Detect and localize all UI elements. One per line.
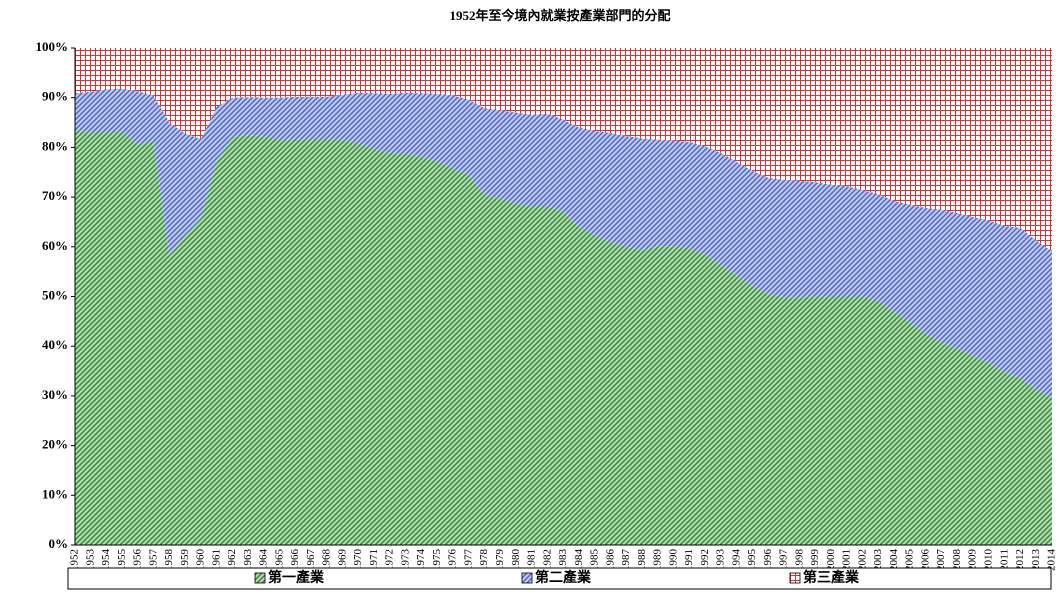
x-tick-label: 2011 (998, 549, 1010, 571)
legend-label: 第三產業 (803, 569, 860, 586)
y-tick-label: 40% (42, 337, 68, 352)
x-tick-label: 1998 (793, 549, 805, 572)
x-tick-label: 1970 (352, 549, 364, 572)
x-tick-label: 1981 (526, 549, 538, 571)
x-tick-label: 1958 (163, 549, 175, 572)
x-tick-label: 1993 (715, 549, 727, 572)
x-tick-label: 1959 (179, 549, 191, 572)
y-tick-label: 70% (42, 188, 68, 203)
x-tick-label: 1976 (447, 549, 459, 572)
x-tick-label: 1982 (541, 549, 553, 571)
x-tick-label: 1956 (132, 549, 144, 572)
y-tick-label: 0% (49, 536, 69, 551)
legend (67, 567, 1052, 590)
x-tick-label: 1974 (415, 549, 427, 572)
x-tick-label: 2012 (1014, 549, 1026, 571)
y-tick-label: 100% (36, 39, 69, 54)
x-tick-label: 2008 (951, 549, 963, 572)
x-tick-label: 1954 (100, 549, 112, 572)
x-tick-label: 2001 (841, 549, 853, 571)
x-tick-label: 2006 (919, 549, 931, 572)
x-tick-label: 2003 (872, 549, 884, 572)
x-tick-label: 1988 (636, 549, 648, 572)
x-tick-label: 1953 (84, 549, 96, 572)
x-tick-label: 1972 (384, 549, 396, 571)
x-tick-label: 1984 (573, 549, 585, 572)
x-tick-label: 2010 (982, 549, 994, 572)
y-tick-label: 50% (42, 287, 68, 302)
x-tick-label: 1975 (431, 549, 443, 572)
y-tick-label: 30% (42, 387, 68, 402)
area (75, 88, 1052, 399)
x-tick-label: 1996 (762, 549, 774, 572)
x-tick-label: 1983 (557, 549, 569, 572)
x-tick-label: 1968 (321, 549, 333, 572)
legend-label: 第一產業 (268, 569, 325, 586)
y-tick-label: 10% (42, 486, 68, 501)
x-tick-label: 2000 (825, 549, 837, 572)
x-tick-label: 1978 (478, 549, 490, 572)
x-tick-label: 1986 (604, 549, 616, 572)
chart-title: 1952年至今境內就業按產業部門的分配 (449, 8, 670, 23)
x-tick-label: 1979 (494, 549, 506, 572)
x-tick-label: 2002 (856, 549, 868, 571)
x-tick-label: 1961 (210, 549, 222, 571)
x-tick-label: 2007 (935, 549, 947, 572)
x-tick-label: 1964 (258, 549, 270, 572)
x-tick-label: 1967 (305, 549, 317, 572)
x-tick-label: 1960 (195, 549, 207, 572)
x-tick-label: 2013 (1030, 549, 1042, 572)
x-tick-label: 1989 (652, 549, 664, 572)
x-tick-label: 1977 (462, 549, 474, 572)
x-tick-label: 1980 (510, 549, 522, 572)
x-tick-label: 1987 (620, 549, 632, 572)
area (75, 130, 1052, 545)
x-tick-label: 1999 (809, 549, 821, 572)
y-tick-label: 20% (42, 437, 68, 452)
x-tick-label: 1952 (69, 549, 81, 571)
x-tick-label: 1966 (289, 549, 301, 572)
x-tick-label: 2004 (888, 549, 900, 572)
x-tick-label: 2014 (1046, 549, 1058, 572)
x-tick-label: 1994 (730, 549, 742, 572)
area (75, 48, 1052, 252)
x-tick-label: 1969 (336, 549, 348, 572)
x-tick-label: 1992 (699, 549, 711, 571)
x-tick-label: 1973 (399, 549, 411, 572)
x-tick-label: 1957 (147, 549, 159, 572)
x-tick-label: 1991 (683, 549, 695, 571)
x-tick-label: 1985 (589, 549, 601, 572)
x-tick-label: 2005 (904, 549, 916, 572)
legend-swatch (521, 572, 533, 584)
x-tick-label: 1955 (116, 549, 128, 572)
x-tick-label: 1962 (226, 549, 238, 571)
y-tick-label: 60% (42, 238, 68, 253)
legend-label: 第二產業 (535, 569, 592, 586)
y-tick-label: 90% (42, 89, 68, 104)
legend-swatch (254, 572, 266, 584)
y-tick-label: 80% (42, 138, 68, 153)
x-tick-label: 1995 (746, 549, 758, 572)
x-tick-label: 1965 (273, 549, 285, 572)
x-tick-label: 1997 (778, 549, 790, 572)
x-tick-label: 2009 (967, 549, 979, 572)
legend-swatch (789, 572, 801, 584)
x-tick-label: 1971 (368, 549, 380, 571)
x-tick-label: 1990 (667, 549, 679, 572)
x-tick-label: 1963 (242, 549, 254, 572)
